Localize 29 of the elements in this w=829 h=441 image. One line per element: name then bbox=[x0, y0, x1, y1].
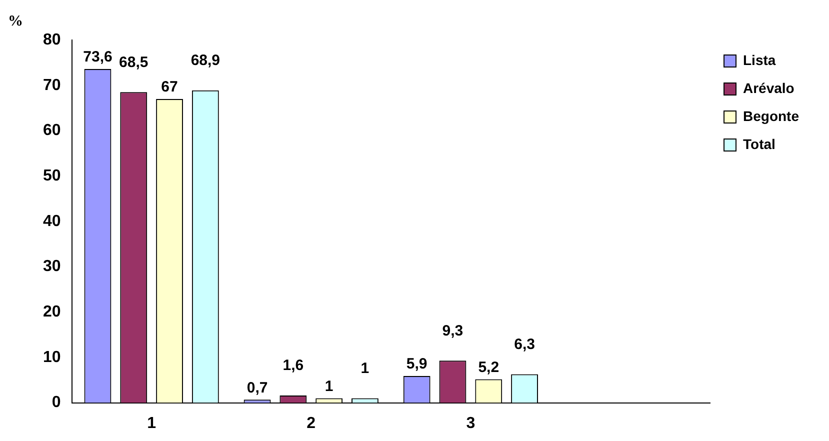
y-tick-label: 40 bbox=[43, 212, 61, 230]
data-label: 6,3 bbox=[514, 336, 535, 353]
legend-label: Arévalo bbox=[743, 80, 794, 96]
legend-label: Total bbox=[743, 136, 776, 152]
data-label: 5,2 bbox=[478, 358, 500, 376]
data-label: 68,9 bbox=[190, 52, 220, 69]
data-label: 9,3 bbox=[442, 322, 464, 340]
data-label: 68,5 bbox=[119, 54, 148, 71]
data-label: 1,6 bbox=[282, 357, 304, 374]
data-label: 67 bbox=[161, 78, 178, 96]
y-axis-title: % bbox=[8, 13, 23, 30]
y-tick-label: 10 bbox=[43, 348, 61, 366]
data-label: 1 bbox=[360, 360, 370, 377]
y-tick-label: 60 bbox=[43, 122, 61, 140]
y-tick-label: 80 bbox=[43, 31, 61, 48]
data-label: 0,7 bbox=[246, 379, 268, 396]
data-label: 1 bbox=[324, 378, 334, 395]
legend-label: Begonte bbox=[743, 108, 800, 124]
x-tick-label: 1 bbox=[147, 414, 156, 432]
data-label: 5,9 bbox=[406, 356, 428, 373]
x-tick-label: 3 bbox=[466, 414, 476, 432]
y-tick-label: 20 bbox=[43, 304, 61, 321]
y-tick-label: 0 bbox=[52, 394, 61, 412]
y-tick-label: 70 bbox=[43, 76, 61, 94]
legend-label: Lista bbox=[743, 52, 776, 68]
y-tick-label: 50 bbox=[43, 167, 61, 184]
x-tick-label: 2 bbox=[306, 414, 316, 432]
y-tick-label: 30 bbox=[43, 258, 61, 276]
data-label: 73,6 bbox=[83, 48, 112, 66]
